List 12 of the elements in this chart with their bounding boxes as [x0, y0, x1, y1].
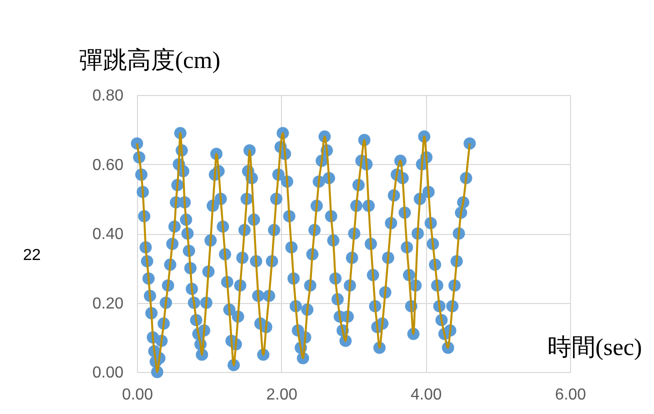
x-tick-label: 4.00: [410, 386, 442, 404]
y-tick-label: 0.20: [92, 295, 124, 312]
y-tick-label: 0.60: [92, 156, 124, 174]
x-tick-label: 2.00: [266, 386, 298, 404]
text: 22: [23, 247, 41, 264]
y-tick-label: 0.00: [92, 364, 124, 382]
y-tick-label: 0.40: [92, 226, 124, 243]
x-tick-label: 0.00: [122, 386, 154, 404]
x-axis-title: 時間(sec): [547, 335, 642, 361]
y-tick-label: 0.80: [92, 88, 124, 104]
x-tick-label: 6.00: [554, 386, 586, 404]
chart-title: 彈跳高度(cm): [79, 47, 220, 74]
